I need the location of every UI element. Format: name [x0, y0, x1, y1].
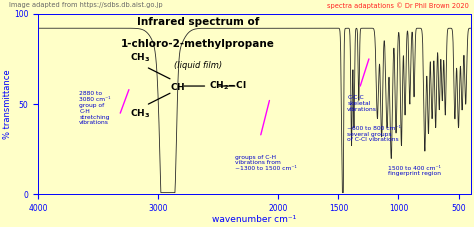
Text: Image adapted from https://sdbs.db.aist.go.jp: Image adapted from https://sdbs.db.aist.…	[9, 2, 163, 8]
Text: $\mathbf{CH_3}$: $\mathbf{CH_3}$	[129, 108, 150, 120]
Text: Infrared spectrum of: Infrared spectrum of	[137, 17, 259, 27]
Text: 1500 to 400 cm⁻¹
fingerprint region: 1500 to 400 cm⁻¹ fingerprint region	[388, 165, 441, 176]
Text: $\mathbf{CH_3}$: $\mathbf{CH_3}$	[129, 52, 150, 64]
Text: (liquid film): (liquid film)	[174, 61, 222, 70]
Y-axis label: % transmittance: % transmittance	[3, 69, 12, 139]
Text: $\mathbf{CH_2}$$\mathbf{-Cl}$: $\mathbf{CH_2}$$\mathbf{-Cl}$	[209, 80, 246, 92]
Text: 1-chloro-2-methylpropane: 1-chloro-2-methylpropane	[121, 39, 275, 49]
Text: groups of C-H
vibrations from
~1300 to 1500 cm⁻¹: groups of C-H vibrations from ~1300 to 1…	[235, 155, 297, 171]
X-axis label: wavenumber cm⁻¹: wavenumber cm⁻¹	[212, 215, 296, 224]
Text: ~600 to 800 cm⁻¹
several groups
of C-Cl vibrations: ~600 to 800 cm⁻¹ several groups of C-Cl …	[347, 126, 401, 142]
Text: $\mathbf{CH}$: $\mathbf{CH}$	[170, 81, 185, 91]
Text: 2880 to
3080 cm⁻¹
group of
C-H
stretching
vibrations: 2880 to 3080 cm⁻¹ group of C-H stretchin…	[79, 91, 110, 126]
Text: spectra adaptations © Dr Phil Brown 2020: spectra adaptations © Dr Phil Brown 2020	[328, 2, 469, 9]
Text: C-C-C
skeletal
vibrations: C-C-C skeletal vibrations	[347, 95, 377, 112]
